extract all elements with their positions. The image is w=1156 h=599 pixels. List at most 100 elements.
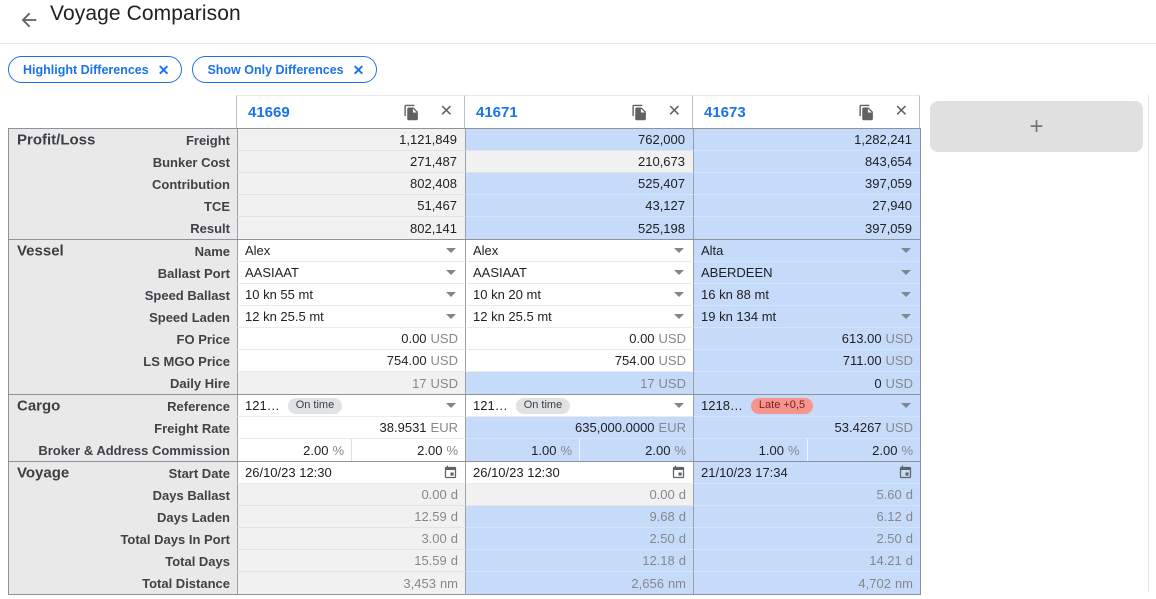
name-cell-41669[interactable]: Alex [237, 240, 465, 262]
copy-icon [858, 104, 875, 121]
cell-unit: USD [885, 420, 913, 435]
speed-laden-cell-41671[interactable]: 12 kn 25.5 mt [465, 306, 693, 328]
remove-voyage-button[interactable]: ✕ [895, 104, 908, 120]
reference-cell-41671[interactable]: 121… On time [465, 395, 693, 417]
table-row-fo-price: FO Price 0.00 USD 0.00 USD 613.00 USD [9, 328, 920, 350]
copy-voyage-button[interactable] [858, 104, 875, 121]
commission-subcell[interactable]: 1.00% [694, 439, 807, 461]
chevron-down-icon [446, 292, 456, 297]
total-days-cell-41669: 15.59 d [237, 550, 465, 572]
field-label: Ballast Port [157, 265, 230, 281]
broker-address-commission-cell-41671[interactable]: 1.00% 2.00% [465, 439, 693, 461]
cell-value: 762,000 [638, 132, 685, 147]
freight-rate-cell-41671[interactable]: 635,000.0000 EUR [465, 417, 693, 439]
speed-ballast-cell-41671[interactable]: 10 kn 20 mt [465, 284, 693, 306]
start-date-cell-41669[interactable]: 26/10/23 12:30 [237, 462, 465, 484]
cell-value: 16 kn 88 mt [701, 287, 769, 302]
freight-rate-cell-41673[interactable]: 53.4267 USD [693, 417, 920, 439]
freight-rate-cell-41669[interactable]: 38.9531 EUR [237, 417, 465, 439]
copy-voyage-button[interactable] [631, 104, 648, 121]
chevron-down-icon [446, 403, 456, 408]
cell-value: 2.50 [876, 531, 902, 546]
chevron-down-icon [446, 270, 456, 275]
broker-address-commission-cell-41669[interactable]: 2.00% 2.00% [237, 439, 465, 461]
cell-value: 0.00 [421, 487, 447, 502]
total-distance-cell-41671: 2,656 nm [465, 572, 693, 594]
field-label: Speed Ballast [144, 287, 230, 303]
cell-value: AASIAAT [473, 265, 527, 280]
fo-price-cell-41671[interactable]: 0.00 USD [465, 328, 693, 350]
cell-value: 397,059 [865, 176, 912, 191]
chevron-down-icon [901, 270, 911, 275]
cell-unit: d [678, 487, 686, 502]
cell-unit: USD [658, 375, 686, 391]
copy-icon [403, 104, 420, 121]
remove-voyage-button[interactable]: ✕ [668, 104, 681, 120]
arrow-left-icon [18, 9, 40, 31]
cell-value: 0.00 [401, 331, 427, 346]
cell-value: 1,282,241 [854, 132, 912, 147]
daily-hire-cell-41673[interactable]: 0 USD [693, 372, 920, 394]
close-icon[interactable]: ✕ [157, 61, 170, 78]
remove-voyage-button[interactable]: ✕ [440, 104, 453, 120]
cell-value: 3,453 [403, 575, 436, 591]
commission-subcell[interactable]: 2.00% [238, 439, 351, 461]
back-button[interactable] [14, 5, 44, 35]
start-date-cell-41671[interactable]: 26/10/23 12:30 [465, 462, 693, 484]
commission-subcell[interactable]: 2.00% [806, 439, 921, 461]
add-voyage-button[interactable]: + [930, 101, 1143, 152]
commission-subcell[interactable]: 2.00% [579, 439, 693, 461]
chevron-down-icon [446, 314, 456, 319]
voyage-id-link[interactable]: 41671 [476, 103, 518, 121]
ls-mgo-price-cell-41669[interactable]: 754.00 USD [237, 350, 465, 372]
commission-subcell[interactable]: 2.00% [351, 439, 465, 461]
voyage-column-header-41669: 41669 ✕ [236, 95, 464, 128]
ls-mgo-price-cell-41673[interactable]: 711.00 USD [693, 350, 920, 372]
cell-value: 635,000.0000 [575, 420, 655, 435]
speed-laden-cell-41673[interactable]: 19 kn 134 mt [693, 306, 920, 328]
field-label: Daily Hire [170, 375, 230, 391]
cell-unit: % [674, 442, 686, 458]
cell-unit: USD [885, 353, 913, 368]
speed-ballast-cell-41673[interactable]: 16 kn 88 mt [693, 284, 920, 306]
cell-value: 12.18 [642, 553, 675, 568]
speed-laden-cell-41669[interactable]: 12 kn 25.5 mt [237, 306, 465, 328]
voyage-id-link[interactable]: 41669 [248, 103, 290, 121]
copy-voyage-button[interactable] [403, 104, 420, 121]
cell-unit: USD [885, 375, 913, 391]
broker-address-commission-cell-41673[interactable]: 1.00% 2.00% [693, 439, 920, 461]
speed-ballast-cell-41669[interactable]: 10 kn 55 mt [237, 284, 465, 306]
ls-mgo-price-cell-41671[interactable]: 754.00 USD [465, 350, 693, 372]
name-cell-41673[interactable]: Alta [693, 240, 920, 262]
table-row-ballast-port: Ballast Port AASIAAT AASIAAT ABERDEEN [9, 262, 920, 284]
chip-highlight-differences[interactable]: Highlight Differences ✕ [8, 56, 183, 83]
total-distance-cell-41673: 4,702 nm [693, 572, 920, 594]
reference-cell-41673[interactable]: 1218… Late +0,5 [693, 395, 920, 417]
section-voyage: Voyage Start Date 26/10/23 12:30 26/10/23 1… [9, 462, 920, 594]
section-vessel: Vessel Name Alex Alex Alta Ballast Port AASIAA… [9, 240, 920, 395]
chip-label: Show Only Differences [207, 62, 344, 77]
chevron-down-icon [901, 314, 911, 319]
ballast-port-cell-41671[interactable]: AASIAAT [465, 262, 693, 284]
fo-price-cell-41669[interactable]: 0.00 USD [237, 328, 465, 350]
table-row-daily-hire: Daily Hire 17 USD 17 USD 0 USD [9, 372, 920, 394]
close-icon[interactable]: ✕ [352, 61, 365, 78]
section-cargo: Cargo Reference 121… On time 121… On time 1218… [9, 395, 920, 462]
cell-value: 802,408 [410, 176, 457, 191]
days-laden-cell-41671: 9.68 d [465, 506, 693, 528]
cell-value: 12.59 [414, 509, 447, 524]
table-row-days-laden: Days Laden 12.59 d 9.68 d 6.12 d [9, 506, 920, 528]
chip-show-only-differences[interactable]: Show Only Differences ✕ [192, 56, 378, 83]
voyage-id-link[interactable]: 41673 [704, 103, 746, 121]
row-label-cell: Total Distance [9, 572, 237, 594]
ballast-port-cell-41669[interactable]: AASIAAT [237, 262, 465, 284]
commission-subcell[interactable]: 1.00% [466, 439, 579, 461]
name-cell-41671[interactable]: Alex [465, 240, 693, 262]
reference-cell-41669[interactable]: 121… On time [237, 395, 465, 417]
section-profit-loss: Profit/Loss Freight 1,121,849 762,000 1,282,… [9, 129, 920, 240]
total-days-cell-41671: 12.18 d [465, 550, 693, 572]
fo-price-cell-41673[interactable]: 613.00 USD [693, 328, 920, 350]
start-date-cell-41673[interactable]: 21/10/23 17:34 [693, 462, 920, 484]
field-label: Broker & Address Commission [38, 442, 230, 458]
ballast-port-cell-41673[interactable]: ABERDEEN [693, 262, 920, 284]
